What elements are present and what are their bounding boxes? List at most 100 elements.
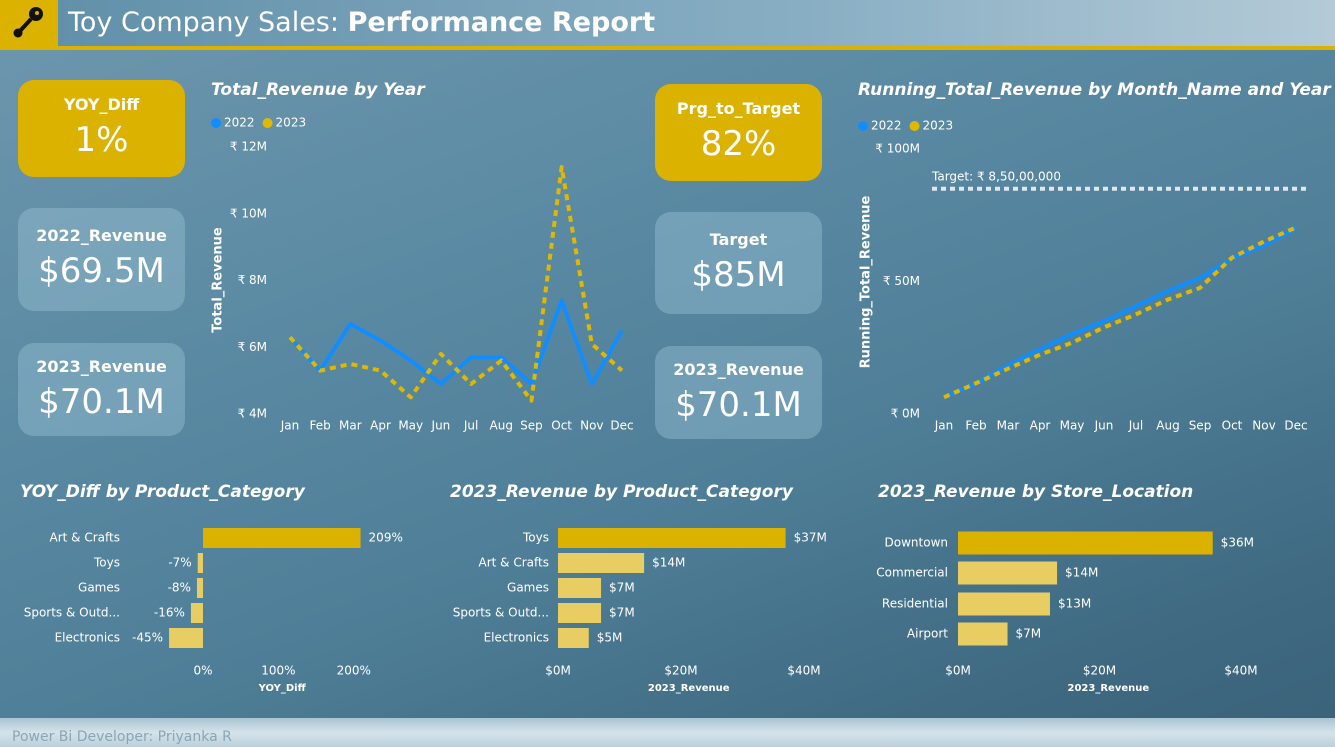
kpi-card: 2023_Revenue $70.1M [655, 346, 822, 439]
category-label: Downtown [885, 536, 948, 550]
legend-label: 2023 [276, 116, 307, 130]
x-tick-label: $20M [1083, 664, 1116, 678]
y-axis-label: Total_Revenue [211, 227, 226, 333]
page-title: Toy Company Sales: Performance Report [68, 7, 655, 38]
logo [0, 0, 58, 46]
chart-title: 2023_Revenue by Product_Category [450, 482, 794, 502]
y-tick-label: ₹ 100M [875, 142, 920, 156]
legend-marker [262, 118, 273, 128]
legend-label: 2023 [923, 119, 954, 133]
footer-bar [0, 718, 1335, 747]
x-tick-label: $40M [787, 664, 820, 678]
category-label: Sports & Outd... [24, 606, 120, 620]
x-tick-label: Oct [551, 419, 572, 433]
x-tick-label: Feb [310, 419, 331, 433]
card-value: $85M [691, 255, 786, 295]
x-tick-label: Dec [610, 419, 633, 433]
x-tick-label: 0% [193, 664, 212, 678]
value-label: $7M [609, 581, 635, 595]
category-label: Art & Crafts [479, 556, 549, 570]
x-tick-label: $40M [1224, 664, 1257, 678]
card-value: $69.5M [38, 251, 165, 291]
value-label: $36M [1221, 536, 1254, 550]
title-bold: Performance Report [347, 7, 656, 38]
value-label: $14M [1065, 566, 1098, 580]
series-line [943, 225, 1297, 400]
x-tick-label: Feb [965, 419, 986, 433]
x-tick-label: 200% [337, 664, 371, 678]
kpi-card: YOY_Diff 1% [18, 80, 185, 177]
card-value: $70.1M [38, 382, 165, 422]
bar [196, 578, 203, 598]
kpi-card: 2022_Revenue $69.5M [18, 208, 185, 311]
category-label: Airport [907, 627, 948, 641]
footer-text: Power Bi Developer: Priyanka R [12, 729, 232, 745]
x-tick-label: Nov [1252, 419, 1275, 433]
series-line [943, 226, 1297, 400]
chart-title: YOY_Diff by Product_Category [20, 482, 306, 502]
legend-marker [909, 121, 920, 131]
kpi-card: Prg_to_Target 82% [655, 84, 822, 181]
series-line [288, 165, 624, 403]
card-value: 82% [700, 124, 777, 164]
card-label: 2023_Revenue [36, 357, 167, 376]
x-tick-label: Nov [580, 419, 603, 433]
category-label: Games [78, 581, 120, 595]
title-plain: Toy Company Sales: [68, 7, 339, 38]
target-label: Target: ₹ 8,50,00,000 [931, 169, 1061, 183]
x-tick-label: Oct [1222, 419, 1243, 433]
category-label: Residential [882, 597, 948, 611]
bar [197, 553, 203, 573]
bar [958, 531, 1213, 555]
chart-title: 2023_Revenue by Store_Location [878, 482, 1193, 502]
legend-label: 2022 [224, 116, 255, 130]
x-tick-label: 100% [261, 664, 295, 678]
value-label: -45% [132, 631, 163, 645]
x-axis-label: 2023_Revenue [1068, 683, 1150, 694]
bar [958, 561, 1058, 585]
value-label: $7M [609, 606, 635, 620]
y-axis-label: Running_Total_Revenue [859, 195, 874, 368]
legend-marker [211, 118, 221, 128]
bar [202, 528, 361, 548]
bar [558, 628, 589, 648]
category-label: Toys [522, 531, 549, 545]
x-tick-label: Jul [1128, 419, 1143, 433]
card-label: Target [709, 230, 768, 249]
value-label: -8% [168, 581, 191, 595]
bar [190, 603, 203, 623]
y-tick-label: ₹ 4M [238, 407, 267, 421]
y-tick-label: ₹ 50M [883, 274, 920, 288]
x-tick-label: Sep [1189, 419, 1212, 433]
card-label: 2022_Revenue [36, 226, 167, 245]
x-tick-label: $0M [545, 664, 571, 678]
bar [558, 578, 602, 598]
chart-title: Running_Total_Revenue by Month_Name and … [858, 80, 1332, 100]
header: Toy Company Sales: Performance Report [0, 0, 1335, 50]
x-tick-label: Jan [934, 419, 954, 433]
card-label: YOY_Diff [63, 95, 140, 114]
value-label: $13M [1058, 597, 1091, 611]
value-label: $5M [597, 631, 623, 645]
bar [958, 592, 1050, 616]
x-tick-label: Apr [1030, 419, 1051, 433]
bar [169, 628, 203, 648]
chart-title: Total_Revenue by Year [211, 80, 426, 100]
x-tick-label: Sep [520, 419, 543, 433]
kpi-card: 2023_Revenue $70.1M [18, 343, 185, 436]
x-tick-label: Jun [431, 419, 451, 433]
category-label: Toys [93, 556, 120, 570]
card-value: $70.1M [675, 385, 802, 425]
card-label: 2023_Revenue [673, 360, 804, 379]
legend-marker [858, 121, 868, 131]
x-axis-label: YOY_Diff [258, 683, 307, 694]
category-label: Games [507, 581, 549, 595]
x-tick-label: May [398, 419, 423, 433]
legend-label: 2022 [871, 119, 902, 133]
x-tick-label: Jul [463, 419, 478, 433]
y-tick-label: ₹ 6M [238, 340, 267, 354]
value-label: $7M [1016, 627, 1042, 641]
y-tick-label: ₹ 0M [891, 407, 920, 421]
